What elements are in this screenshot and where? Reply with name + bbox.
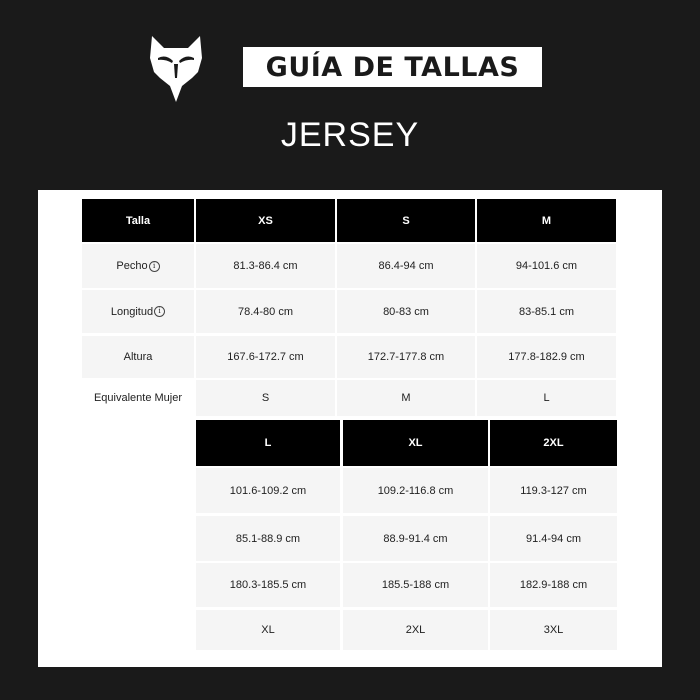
size-header-cell: 2XL — [490, 420, 617, 466]
data-cell: 3XL — [490, 610, 617, 650]
row-label-cell: Pecho i — [82, 244, 194, 288]
header-cell-talla-text: Talla — [125, 214, 151, 227]
data-cell: 185.5-188 cm — [343, 563, 488, 607]
row-label-cell-text: Pecho — [116, 260, 148, 272]
data-cell: 91.4-94 cm — [490, 516, 617, 561]
data-cell: 88.9-91.4 cm — [343, 516, 488, 561]
data-cell: 167.6-172.7 cm — [196, 336, 335, 378]
data-cell-text: 2XL — [405, 624, 426, 636]
data-cell: XL — [196, 610, 340, 650]
size-header-cell-text: M — [541, 214, 552, 227]
size-header-cell-text: XS — [258, 214, 273, 227]
data-cell-text: 101.6-109.2 cm — [229, 484, 307, 497]
size-header-cell-text: 2XL — [543, 437, 564, 449]
data-cell-text: L — [543, 392, 550, 404]
data-cell-text: 177.8-182.9 cm — [508, 351, 585, 363]
data-cell-text: 3XL — [543, 624, 564, 636]
data-cell: 2XL — [343, 610, 488, 650]
data-cell-text: 185.5-188 cm — [381, 579, 450, 591]
data-cell: 109.2-116.8 cm — [343, 468, 488, 513]
data-cell: 83-85.1 cm — [477, 290, 616, 333]
data-cell-text: 85.1-88.9 cm — [235, 532, 301, 545]
data-cell-text: XL — [261, 624, 275, 636]
data-cell: 177.8-182.9 cm — [477, 336, 616, 378]
data-cell: 180.3-185.5 cm — [196, 563, 340, 607]
data-cell: 172.7-177.8 cm — [337, 336, 475, 378]
data-cell: 182.9-188 cm — [490, 563, 617, 607]
data-cell-text: 83-85.1 cm — [518, 305, 575, 318]
row-label-cell: Altura — [82, 336, 194, 378]
data-cell-text: 91.4-94 cm — [525, 532, 582, 545]
data-cell-text: 167.6-172.7 cm — [227, 351, 304, 363]
size-header-cell: M — [477, 199, 616, 242]
info-icon[interactable]: i — [154, 306, 166, 317]
row-label-cell: Equivalente Mujer — [82, 380, 194, 416]
data-cell: S — [196, 380, 335, 416]
data-cell-text: 109.2-116.8 cm — [377, 484, 454, 497]
row-label-cell-text: Longitud — [110, 305, 154, 318]
data-cell: 94-101.6 cm — [477, 244, 616, 288]
data-cell: 80-83 cm — [337, 290, 475, 333]
row-label-cell-text: Altura — [123, 351, 153, 363]
data-cell-text: 80-83 cm — [383, 305, 429, 318]
header-cell-talla: Talla — [82, 199, 194, 242]
data-cell-text: 182.9-188 cm — [519, 579, 588, 591]
data-cell-text: 119.3-127 cm — [520, 484, 587, 497]
data-cell: 85.1-88.9 cm — [196, 516, 340, 561]
product-subtitle: JERSEY — [280, 116, 420, 154]
row-label-cell: Longitud i — [82, 290, 194, 333]
data-cell-text: 172.7-177.8 cm — [367, 351, 445, 363]
data-cell-text: 78.4-80 cm — [237, 305, 294, 318]
size-header-cell-text: L — [264, 437, 272, 449]
data-cell: M — [337, 380, 475, 416]
data-cell-text: 81.3-86.4 cm — [233, 260, 298, 272]
data-cell-text: M — [401, 392, 411, 404]
size-header-cell: S — [337, 199, 475, 242]
data-cell-text: 86.4-94 cm — [378, 260, 434, 272]
data-cell: L — [477, 380, 616, 416]
size-header-cell-text: S — [402, 214, 410, 227]
data-cell: 101.6-109.2 cm — [196, 468, 340, 513]
data-cell: 81.3-86.4 cm — [196, 244, 335, 288]
page-title: GUÍA DE TALLAS — [265, 51, 520, 83]
row-label-cell-text: Equivalente Mujer — [93, 392, 183, 404]
size-header-cell: L — [196, 420, 340, 466]
data-cell: 119.3-127 cm — [490, 468, 617, 513]
data-cell: 86.4-94 cm — [337, 244, 475, 288]
size-header-cell: XS — [196, 199, 335, 242]
fox-head-icon — [150, 36, 202, 102]
data-cell-text: 180.3-185.5 cm — [229, 579, 307, 591]
info-icon[interactable]: i — [148, 260, 160, 272]
size-chart-panel: Talla XS S M Pecho i 81.3-86.4 cm 86.4-94 cm 94-… — [38, 190, 662, 667]
size-header-cell-text: XL — [408, 437, 423, 449]
data-cell-text: 88.9-91.4 cm — [383, 532, 448, 545]
size-header-cell: XL — [343, 420, 488, 466]
page-title-box: GUÍA DE TALLAS — [243, 47, 542, 87]
data-cell-text: S — [261, 392, 270, 404]
data-cell-text: 94-101.6 cm — [515, 260, 578, 272]
data-cell: 78.4-80 cm — [196, 290, 335, 333]
